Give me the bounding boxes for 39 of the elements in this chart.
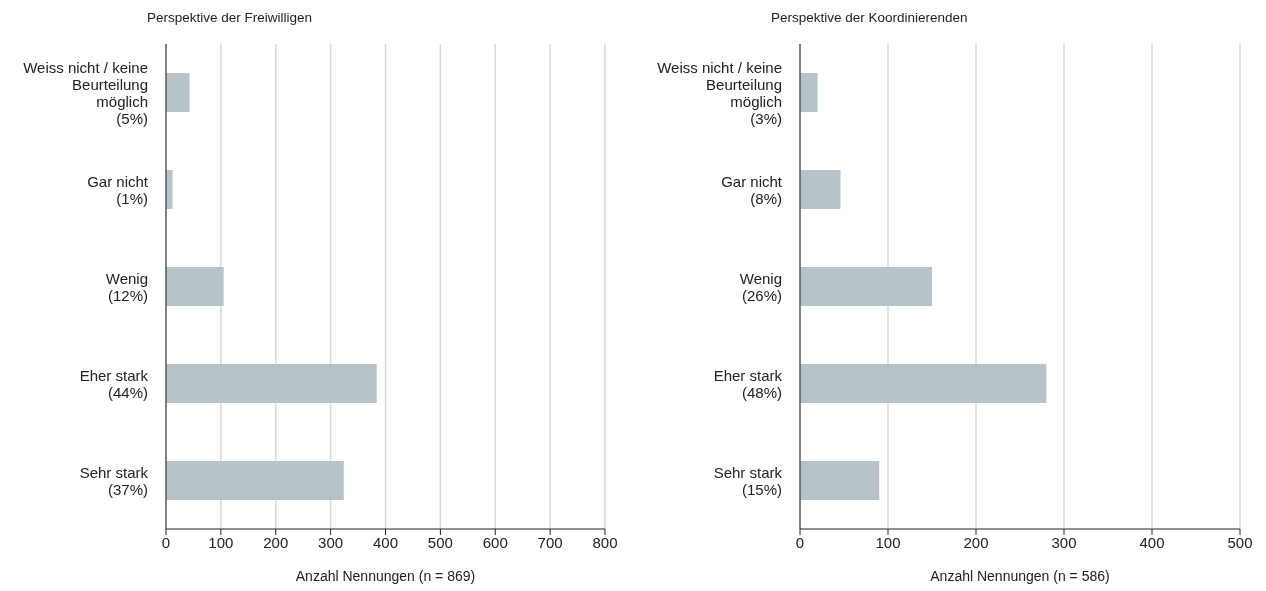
x-axis-title: Anzahl Nennungen (n = 586)	[929, 568, 1111, 584]
y-tick-label: Gar nicht (8%)	[721, 172, 783, 207]
y-tick-label: Eher stark (44%)	[79, 366, 149, 401]
x-tick-label: 600	[482, 533, 508, 551]
bar	[800, 364, 1047, 404]
x-tick-label: 200	[963, 533, 989, 551]
x-tick-label: 0	[795, 533, 805, 551]
x-tick-label: 0	[161, 533, 171, 551]
y-tick-label: Weiss nicht / keine Beurteilung möglich (3%)	[657, 58, 782, 127]
x-tick-label: 200	[263, 533, 289, 551]
x-tick-label: 400	[372, 533, 399, 551]
x-tick-label: 400	[1139, 533, 1165, 551]
x-tick-label: 500	[1227, 533, 1253, 551]
chart-title: Perspektive der Freiwilligen	[147, 10, 313, 25]
bar	[800, 170, 841, 210]
x-axis-title: Anzahl Nennungen (n = 869)	[294, 568, 477, 584]
x-tick-label: 100	[208, 533, 234, 551]
y-tick-label: Wenig (12%)	[105, 269, 148, 304]
bar	[800, 461, 880, 501]
y-tick-label: Wenig (26%)	[739, 269, 782, 304]
bar	[166, 267, 224, 307]
y-tick-label: Eher stark (48%)	[713, 366, 783, 401]
bar	[166, 73, 190, 113]
x-tick-label: 300	[1051, 533, 1077, 551]
chart-title: Perspektive der Koordinierenden	[771, 10, 968, 25]
y-tick-label: Weiss nicht / keine Beurteilung möglich (5%)	[23, 58, 148, 127]
x-tick-label: 800	[592, 533, 618, 551]
x-tick-label: 500	[427, 533, 453, 551]
bar	[166, 364, 377, 404]
y-tick-label: Sehr stark (37%)	[79, 463, 149, 498]
x-tick-label: 300	[318, 533, 344, 551]
x-tick-label: 700	[537, 533, 563, 551]
bar	[166, 170, 173, 210]
y-tick-label: Gar nicht (1%)	[87, 172, 149, 207]
y-tick-label: Sehr stark (15%)	[713, 463, 783, 498]
x-tick-label: 100	[875, 533, 901, 551]
bar	[800, 73, 818, 113]
bar	[166, 461, 344, 501]
bar	[800, 267, 932, 307]
